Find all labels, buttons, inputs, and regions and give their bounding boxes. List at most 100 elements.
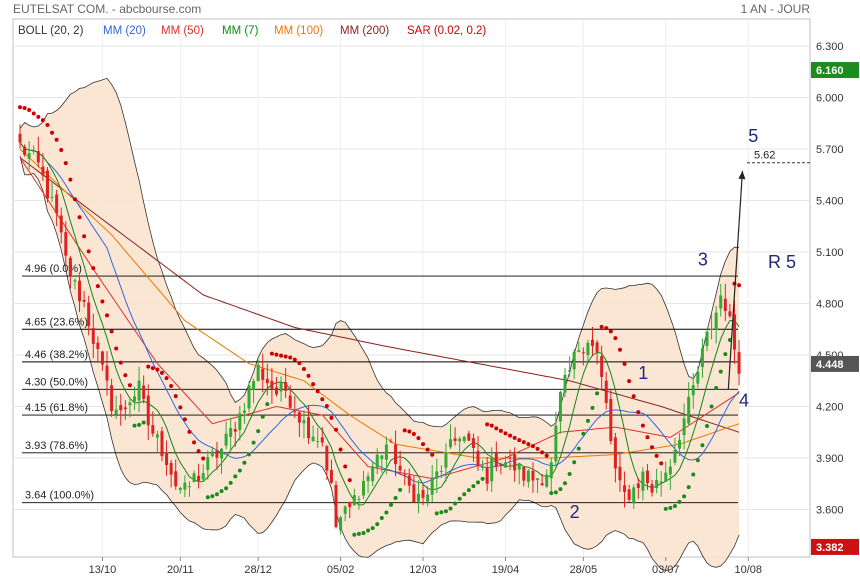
sar-dot bbox=[434, 511, 439, 516]
legend-item-1: MM (20) bbox=[103, 25, 146, 37]
candle-body bbox=[426, 494, 430, 502]
candle-body bbox=[27, 153, 31, 159]
candle bbox=[609, 389, 613, 445]
candle-body bbox=[165, 452, 169, 466]
sar-dot bbox=[494, 426, 499, 431]
candle bbox=[540, 474, 544, 486]
candle-body bbox=[503, 462, 507, 468]
y-tick-label: 6.300 bbox=[816, 41, 844, 53]
candle-body bbox=[618, 466, 622, 481]
candle-body bbox=[623, 485, 627, 493]
candle-body bbox=[18, 133, 22, 143]
candle-body bbox=[407, 475, 411, 486]
candle bbox=[343, 505, 347, 522]
sar-dot bbox=[95, 284, 100, 289]
candle bbox=[407, 468, 411, 494]
candle bbox=[348, 501, 352, 519]
candle-body bbox=[302, 420, 306, 424]
sar-dot bbox=[182, 417, 187, 422]
ma-20-line bbox=[19, 142, 740, 484]
sar-dot bbox=[521, 440, 526, 445]
bollinger-lower bbox=[19, 156, 740, 571]
candle-body bbox=[673, 450, 677, 463]
candle-body bbox=[247, 385, 251, 409]
badge-high: 6.160 bbox=[811, 62, 859, 79]
sar-dot bbox=[654, 453, 659, 458]
candle bbox=[462, 435, 466, 444]
candle-body bbox=[100, 351, 104, 365]
candle bbox=[183, 475, 187, 498]
candle bbox=[650, 479, 654, 497]
candle-body bbox=[563, 374, 567, 393]
candle bbox=[577, 341, 581, 353]
candle-body bbox=[732, 314, 736, 350]
sar-dot bbox=[700, 443, 705, 448]
sar-dot bbox=[233, 474, 238, 479]
sar-dot bbox=[352, 532, 357, 537]
sar-dot bbox=[530, 444, 535, 449]
candle bbox=[595, 340, 599, 365]
candle-body bbox=[526, 470, 530, 482]
sar-dot bbox=[31, 111, 36, 116]
fibonacci-levels: 4.96 (0.0%) 4.65 (23.6%) 4.46 (38.2%) 4.30 … bbox=[22, 263, 738, 504]
bollinger-upper bbox=[19, 77, 740, 428]
sar-dot bbox=[627, 379, 632, 384]
candle-body bbox=[137, 380, 141, 401]
candle-body bbox=[719, 295, 723, 309]
candle bbox=[719, 284, 723, 317]
candle bbox=[668, 458, 672, 490]
wave-label-2: 2 bbox=[570, 502, 580, 522]
sar-dot bbox=[82, 234, 87, 239]
candle-body bbox=[242, 410, 246, 413]
sar-dot bbox=[682, 494, 687, 499]
candle-body bbox=[568, 370, 572, 372]
sar-dot bbox=[366, 528, 371, 533]
candle bbox=[659, 471, 663, 497]
candle bbox=[581, 347, 585, 366]
sar-dot bbox=[558, 487, 563, 492]
candle-body bbox=[554, 425, 558, 462]
sar-dot bbox=[283, 354, 288, 359]
candle-body bbox=[536, 478, 540, 481]
sar-dot bbox=[567, 472, 572, 477]
candle-body bbox=[398, 465, 402, 471]
candle bbox=[41, 152, 45, 181]
fib-label: 4.46 (38.2%) bbox=[25, 349, 88, 361]
sar-dot bbox=[544, 453, 549, 458]
candle bbox=[55, 189, 59, 227]
candle-body bbox=[416, 493, 420, 502]
candle-body bbox=[105, 365, 109, 381]
candle-body bbox=[36, 151, 40, 163]
candle bbox=[146, 384, 150, 441]
candle bbox=[623, 471, 627, 508]
target-label: 5.62 bbox=[754, 150, 775, 162]
sar-dot bbox=[260, 414, 265, 419]
candle bbox=[229, 417, 233, 452]
fib-label: 4.30 (50.0%) bbox=[25, 376, 88, 388]
candle bbox=[389, 438, 393, 443]
sar-dot bbox=[306, 373, 311, 378]
sar-dot bbox=[196, 449, 201, 454]
candle-body bbox=[187, 486, 191, 488]
candle-body bbox=[41, 166, 45, 176]
candle bbox=[247, 380, 251, 413]
candle-body bbox=[549, 462, 553, 479]
candle bbox=[329, 459, 333, 484]
sar-dot bbox=[668, 505, 673, 510]
candle bbox=[503, 455, 507, 468]
legend-item-0: BOLL (20, 2) bbox=[18, 25, 84, 37]
candle bbox=[137, 366, 141, 413]
sar-dot bbox=[315, 389, 320, 394]
sar-dot bbox=[361, 530, 366, 535]
candle bbox=[508, 449, 512, 471]
candle bbox=[78, 275, 82, 313]
candle-body bbox=[82, 299, 86, 302]
candle-body bbox=[252, 381, 256, 391]
candle bbox=[155, 430, 159, 452]
sar-dot bbox=[489, 423, 494, 428]
moving-averages bbox=[19, 142, 740, 506]
sar-dot bbox=[411, 431, 416, 436]
sar-dot bbox=[677, 499, 682, 504]
candle bbox=[36, 136, 40, 168]
